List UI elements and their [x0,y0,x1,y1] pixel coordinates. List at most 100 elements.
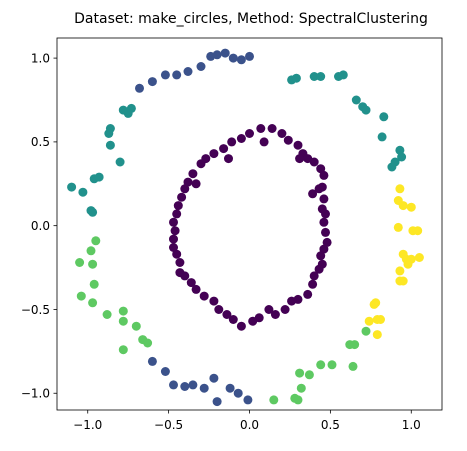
data-point [88,207,98,217]
data-point [303,289,313,299]
data-point [188,380,198,390]
data-point [316,251,326,261]
data-point [319,170,329,180]
data-point [172,70,182,80]
data-point [314,184,324,194]
data-point [199,291,209,301]
data-point [267,124,277,133]
data-point [175,268,185,278]
data-point [212,50,222,60]
data-point [293,395,303,405]
data-point [94,172,104,182]
data-point [222,310,232,319]
data-point [395,184,405,194]
data-point [180,382,190,391]
data-point [209,373,219,383]
data-point [295,154,305,164]
data-point [89,279,99,289]
data-point [387,162,397,172]
data-point [291,73,301,83]
data-point [201,154,211,164]
data-point [169,243,178,252]
data-point [283,135,293,145]
data-point [293,140,303,150]
data-point [304,370,314,380]
data-point [102,310,112,319]
data-point [170,226,180,236]
data-point [115,157,125,167]
data-point [160,367,170,376]
data-point [319,217,329,227]
data-point [377,132,387,142]
data-point [209,149,219,159]
data-point [169,234,178,244]
data-point [322,237,332,247]
data-point [338,70,348,80]
data-point [236,321,246,331]
data-point [118,105,128,115]
data-point [350,340,360,350]
points-layer [67,48,424,407]
data-point [131,321,141,331]
data-point [256,124,266,133]
data-point [143,338,153,348]
data-point [348,361,358,371]
data-point [118,306,128,316]
data-point [361,105,371,115]
data-point [196,62,206,71]
data-point [316,72,326,81]
y-tick-label: 0.0 [31,219,50,233]
data-point [236,55,246,65]
data-point [135,83,144,93]
data-point [191,284,201,294]
data-point [316,164,326,174]
x-tick-label: 0.5 [321,418,340,432]
data-point [397,152,407,162]
data-point [372,330,382,340]
data-point [395,266,405,276]
data-point [118,316,128,326]
data-point [212,397,222,407]
data-point [361,326,371,336]
data-point [199,383,209,393]
x-tick-label: 1.0 [402,418,421,432]
data-point [183,67,193,76]
data-point [376,315,385,324]
data-point [88,259,98,269]
x-tick-label: 0.0 [240,418,259,432]
data-point [308,189,318,199]
data-point [175,258,185,267]
data-point [191,179,201,189]
data-point [186,278,196,288]
y-tick-label: 1.0 [31,51,50,65]
data-point [369,299,379,309]
y-tick-label: −1.0 [21,387,50,401]
data-point [76,291,86,301]
data-point [233,388,243,398]
data-point [316,360,326,370]
data-point [228,315,238,324]
data-point [364,316,374,326]
data-point [319,244,329,254]
plot-frame [56,37,443,411]
data-point [319,194,329,204]
data-point [173,201,183,211]
x-tick-label: −0.5 [154,418,183,432]
data-point [395,276,405,286]
data-point [214,305,224,314]
data-point [180,184,190,194]
plot-area [57,38,442,410]
data-point [169,217,178,227]
data-point [277,129,287,138]
data-point [227,137,237,147]
data-point [398,201,408,211]
data-point [308,279,318,289]
y-tick-label: 0.5 [31,135,50,149]
data-point [91,236,101,246]
data-point [224,154,233,164]
data-point [219,144,229,154]
data-point [228,53,238,63]
data-point [413,226,423,236]
data-point [259,137,269,147]
